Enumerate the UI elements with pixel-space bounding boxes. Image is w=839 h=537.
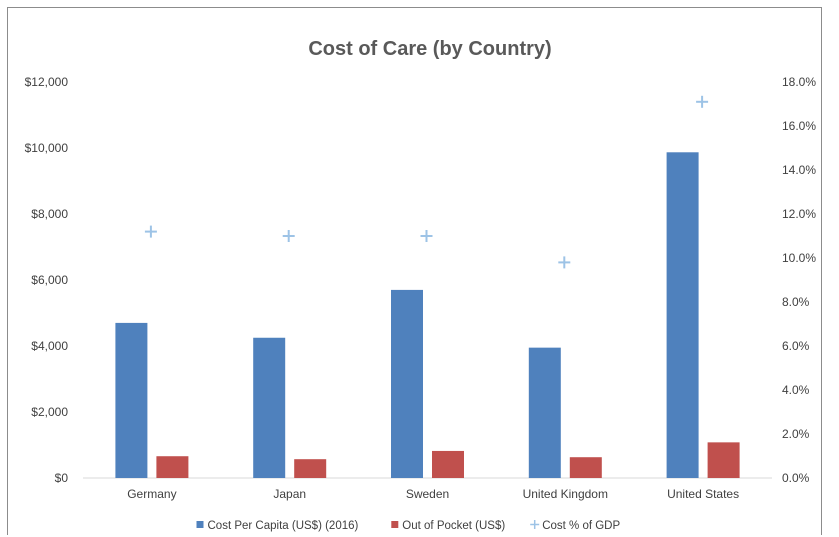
left-tick-label: $6,000 — [31, 273, 68, 287]
bar-0 — [528, 347, 561, 478]
right-tick-label: 14.0% — [782, 163, 816, 177]
category-label: United States — [667, 487, 739, 501]
right-axis-ticks: 0.0% 2.0% 4.0% 6.0% 8.0% 10.0% 12.0% 14.0% 16.0%… — [782, 75, 816, 485]
bar-1 — [707, 442, 740, 478]
chart-title: Cost of Care (by Country) — [308, 38, 551, 60]
right-tick-label: 12.0% — [782, 207, 816, 221]
chart: Cost of Care (by Country) $0 $2,000 $4,000… — [25, 38, 817, 532]
plus-marker — [282, 230, 295, 242]
legend-swatch-0 — [196, 521, 204, 528]
left-axis-ticks: $0 $2,000 $4,000 $6,000 $8,000 $10,000 $12,000 — [25, 75, 69, 485]
legend: Cost Per Capita (US$) (2016) Out of Pocke… — [196, 520, 620, 532]
right-tick-label: 0.0% — [782, 471, 810, 485]
bar-0 — [115, 322, 148, 478]
left-tick-label: $4,000 — [31, 339, 68, 353]
plus-marker — [420, 230, 433, 242]
left-tick-label: $8,000 — [31, 207, 68, 221]
legend-label-1: Out of Pocket (US$) — [402, 520, 505, 532]
right-tick-label: 2.0% — [782, 427, 810, 441]
bar-0 — [391, 289, 423, 478]
right-tick-label: 16.0% — [782, 119, 816, 133]
category-labels: Germany Japan Sweden United Kingdom United S… — [127, 487, 739, 501]
legend-label-0: Cost Per Capita (US$) (2016) — [208, 520, 359, 532]
category-label: Germany — [127, 487, 176, 501]
legend-swatch-1 — [391, 521, 399, 528]
left-tick-label: $0 — [55, 471, 69, 485]
plus-marker — [558, 256, 571, 269]
bar-1 — [432, 450, 464, 478]
right-tick-label: 18.0% — [782, 75, 816, 89]
legend-label-2: Cost % of GDP — [542, 520, 620, 532]
left-tick-label: $2,000 — [31, 405, 68, 419]
chart-frame: Cost of Care (by Country) $0 $2,000 $4,000… — [7, 7, 822, 535]
category-label: Sweden — [406, 487, 449, 501]
bar-1 — [569, 457, 602, 478]
right-tick-label: 6.0% — [782, 339, 810, 353]
right-tick-label: 10.0% — [782, 251, 816, 265]
right-tick-label: 8.0% — [782, 295, 810, 309]
category-label: Japan — [273, 487, 306, 501]
plus-marker — [696, 95, 709, 108]
plus-marker — [144, 225, 157, 238]
category-label: United Kingdom — [523, 487, 608, 501]
bars — [115, 152, 740, 479]
bar-1 — [156, 456, 189, 478]
markers — [144, 95, 709, 269]
bar-0 — [253, 337, 286, 478]
left-tick-label: $10,000 — [25, 141, 69, 155]
right-tick-label: 4.0% — [782, 383, 810, 397]
left-tick-label: $12,000 — [25, 75, 69, 89]
bar-0 — [666, 152, 699, 479]
bar-1 — [294, 459, 327, 478]
